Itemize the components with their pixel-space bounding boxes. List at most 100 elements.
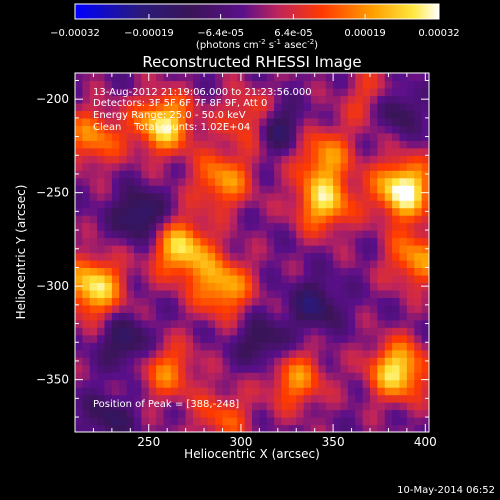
heatmap-cell	[193, 417, 201, 426]
heatmap-cell	[134, 222, 142, 231]
heatmap-cell	[274, 402, 283, 411]
heatmap-cell	[347, 372, 356, 381]
heatmap-cell	[170, 80, 179, 89]
heatmap-cell	[89, 177, 98, 186]
heatmap-cell	[355, 87, 364, 97]
heatmap-cell	[288, 364, 297, 373]
x-tick-label: 250	[137, 435, 160, 449]
heatmap-cell	[281, 80, 290, 89]
heatmap-cell	[318, 87, 327, 97]
heatmap-cell	[318, 73, 327, 82]
heatmap-cell	[215, 125, 224, 134]
heatmap-cell	[333, 417, 342, 426]
heatmap-cell	[414, 312, 423, 321]
heatmap-cell	[111, 402, 120, 411]
heatmap-cell	[414, 185, 423, 194]
heatmap-cell	[89, 147, 98, 156]
heatmap-cell	[185, 252, 194, 261]
heatmap-cell	[111, 87, 120, 97]
heatmap-cell	[421, 80, 429, 89]
heatmap-cell	[362, 282, 371, 291]
heatmap-cell	[355, 245, 364, 254]
heatmap-cell	[296, 424, 305, 432]
heatmap-cell	[222, 342, 231, 351]
heatmap-cell	[82, 267, 91, 276]
heatmap-cell	[325, 409, 334, 418]
heatmap-cell	[104, 102, 113, 111]
heatmap-cell	[119, 102, 128, 111]
heatmap-cell	[170, 125, 179, 134]
heatmap-cell	[222, 387, 231, 396]
heatmap-cell	[259, 267, 268, 276]
heatmap-cell	[207, 297, 216, 306]
heatmap-cell	[340, 424, 349, 432]
heatmap-cell	[126, 177, 135, 186]
heatmap-cell	[82, 245, 91, 254]
heatmap-cell	[303, 342, 312, 351]
heatmap-cell	[222, 132, 231, 141]
heatmap-cell	[347, 117, 356, 126]
heatmap-cell	[163, 304, 172, 313]
heatmap-cell	[399, 155, 408, 164]
heatmap-cell	[134, 87, 142, 97]
heatmap-cell	[399, 319, 408, 328]
heatmap-cell	[296, 170, 305, 179]
heatmap-cell	[111, 125, 120, 134]
heatmap-cell	[252, 387, 260, 396]
heatmap-cell	[163, 312, 172, 321]
heatmap-cell	[104, 402, 113, 411]
heatmap-cell	[104, 319, 113, 328]
heatmap-cell	[193, 409, 201, 418]
heatmap-cell	[207, 334, 216, 343]
heatmap-cell	[259, 185, 268, 194]
heatmap-cell	[178, 207, 187, 216]
heatmap-cell	[170, 364, 179, 373]
heatmap-cell	[325, 402, 334, 411]
heatmap-cell	[104, 207, 113, 216]
heatmap-cell	[347, 87, 356, 97]
heatmap-cell	[75, 140, 83, 149]
heatmap-cell	[325, 304, 334, 313]
heatmap-cell	[237, 95, 246, 104]
heatmap-cell	[141, 297, 150, 306]
heatmap-cell	[207, 155, 216, 164]
heatmap-cell	[178, 394, 187, 403]
heatmap-cell	[148, 185, 157, 194]
heatmap-cell	[340, 297, 349, 306]
heatmap-cell	[384, 289, 393, 298]
heatmap-cell	[355, 237, 364, 246]
heatmap-cell	[333, 327, 342, 336]
heatmap-cell	[392, 140, 401, 149]
heatmap-cell	[82, 417, 91, 426]
heatmap-cell	[370, 394, 378, 403]
heatmap-cell	[347, 237, 356, 246]
heatmap-cell	[266, 237, 275, 246]
heatmap-cell	[274, 147, 283, 156]
heatmap-cell	[296, 207, 305, 216]
heatmap-cell	[347, 349, 356, 358]
heatmap-cell	[311, 117, 319, 126]
heatmap-cell	[414, 200, 423, 209]
heatmap-cell	[229, 282, 238, 291]
heatmap-cell	[163, 222, 172, 231]
heatmap-cell	[222, 372, 231, 381]
heatmap-cell	[362, 207, 371, 216]
heatmap-cell	[229, 215, 238, 224]
heatmap-cell	[215, 222, 224, 231]
heatmap-cell	[237, 155, 246, 164]
heatmap-cell	[244, 267, 253, 276]
heatmap-cell	[156, 289, 165, 298]
heatmap-cell	[311, 162, 319, 171]
heatmap-cell	[148, 73, 157, 82]
heatmap-cell	[362, 95, 371, 104]
heatmap-cell	[340, 409, 349, 418]
heatmap-cell	[200, 73, 209, 82]
heatmap-cell	[325, 132, 334, 141]
heatmap-cell	[340, 80, 349, 89]
heatmap-cell	[325, 417, 334, 426]
heatmap-cell	[104, 342, 113, 351]
heatmap-cell	[340, 140, 349, 149]
heatmap-cell	[178, 155, 187, 164]
heatmap-cell	[399, 304, 408, 313]
heatmap-cell	[421, 417, 429, 426]
